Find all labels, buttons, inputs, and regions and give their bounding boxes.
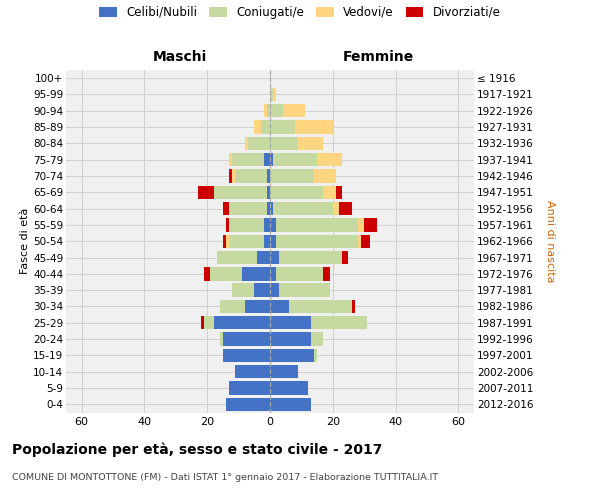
Bar [267,104,270,118]
Bar [270,153,273,166]
Bar [223,234,226,248]
Bar [204,267,211,280]
Bar [214,316,270,330]
Bar [270,382,308,394]
Bar [220,300,245,313]
Bar [273,88,276,101]
Bar [270,284,280,297]
Bar [276,267,323,280]
Bar [298,136,323,150]
Bar [358,234,361,248]
Bar [270,136,298,150]
Y-axis label: Anni di nascita: Anni di nascita [545,200,554,282]
Bar [270,332,311,346]
Bar [280,284,329,297]
Bar [270,234,276,248]
Bar [226,398,270,411]
Bar [235,365,270,378]
Bar [223,348,270,362]
Bar [295,120,333,134]
Bar [229,170,232,182]
Bar [229,218,264,232]
Bar [217,251,257,264]
Bar [270,120,295,134]
Bar [270,348,314,362]
Bar [283,104,305,118]
Bar [361,234,370,248]
Bar [264,234,270,248]
Text: Femmine: Femmine [343,50,413,64]
Bar [198,186,214,199]
Bar [317,153,342,166]
Legend: Celibi/Nubili, Coniugati/e, Vedovi/e, Divorziati/e: Celibi/Nubili, Coniugati/e, Vedovi/e, Di… [99,6,501,19]
Bar [323,186,336,199]
Bar [270,267,276,280]
Bar [232,153,264,166]
Bar [336,186,342,199]
Bar [358,218,364,232]
Bar [201,316,204,330]
Bar [220,332,223,346]
Bar [223,202,229,215]
Bar [270,218,276,232]
Bar [270,251,280,264]
Bar [314,170,336,182]
Bar [264,218,270,232]
Bar [314,348,317,362]
Y-axis label: Fasce di età: Fasce di età [20,208,30,274]
Bar [267,202,270,215]
Bar [311,316,367,330]
Bar [229,153,232,166]
Bar [270,316,311,330]
Bar [214,186,267,199]
Bar [289,300,352,313]
Bar [273,202,333,215]
Bar [342,251,349,264]
Bar [264,153,270,166]
Bar [270,170,314,182]
Bar [232,284,254,297]
Bar [245,300,270,313]
Bar [352,300,355,313]
Bar [270,88,273,101]
Bar [226,234,229,248]
Bar [280,251,342,264]
Bar [226,218,229,232]
Bar [229,202,267,215]
Text: Maschi: Maschi [153,50,207,64]
Bar [229,382,270,394]
Text: Popolazione per età, sesso e stato civile - 2017: Popolazione per età, sesso e stato civil… [12,442,382,457]
Bar [276,218,358,232]
Bar [270,300,289,313]
Bar [232,170,235,182]
Text: COMUNE DI MONTOTTONE (FM) - Dati ISTAT 1° gennaio 2017 - Elaborazione TUTTITALIA: COMUNE DI MONTOTTONE (FM) - Dati ISTAT 1… [12,472,438,482]
Bar [270,202,273,215]
Bar [339,202,352,215]
Bar [270,186,323,199]
Bar [257,251,270,264]
Bar [364,218,377,232]
Bar [267,186,270,199]
Bar [229,234,264,248]
Bar [333,202,339,215]
Bar [311,332,323,346]
Bar [254,284,270,297]
Bar [254,120,260,134]
Bar [264,104,267,118]
Bar [211,267,242,280]
Bar [223,332,270,346]
Bar [235,170,267,182]
Bar [248,136,270,150]
Bar [276,234,358,248]
Bar [323,267,329,280]
Bar [260,120,270,134]
Bar [270,365,298,378]
Bar [204,316,214,330]
Bar [245,136,248,150]
Bar [270,398,311,411]
Bar [270,104,283,118]
Bar [273,153,317,166]
Bar [242,267,270,280]
Bar [267,170,270,182]
